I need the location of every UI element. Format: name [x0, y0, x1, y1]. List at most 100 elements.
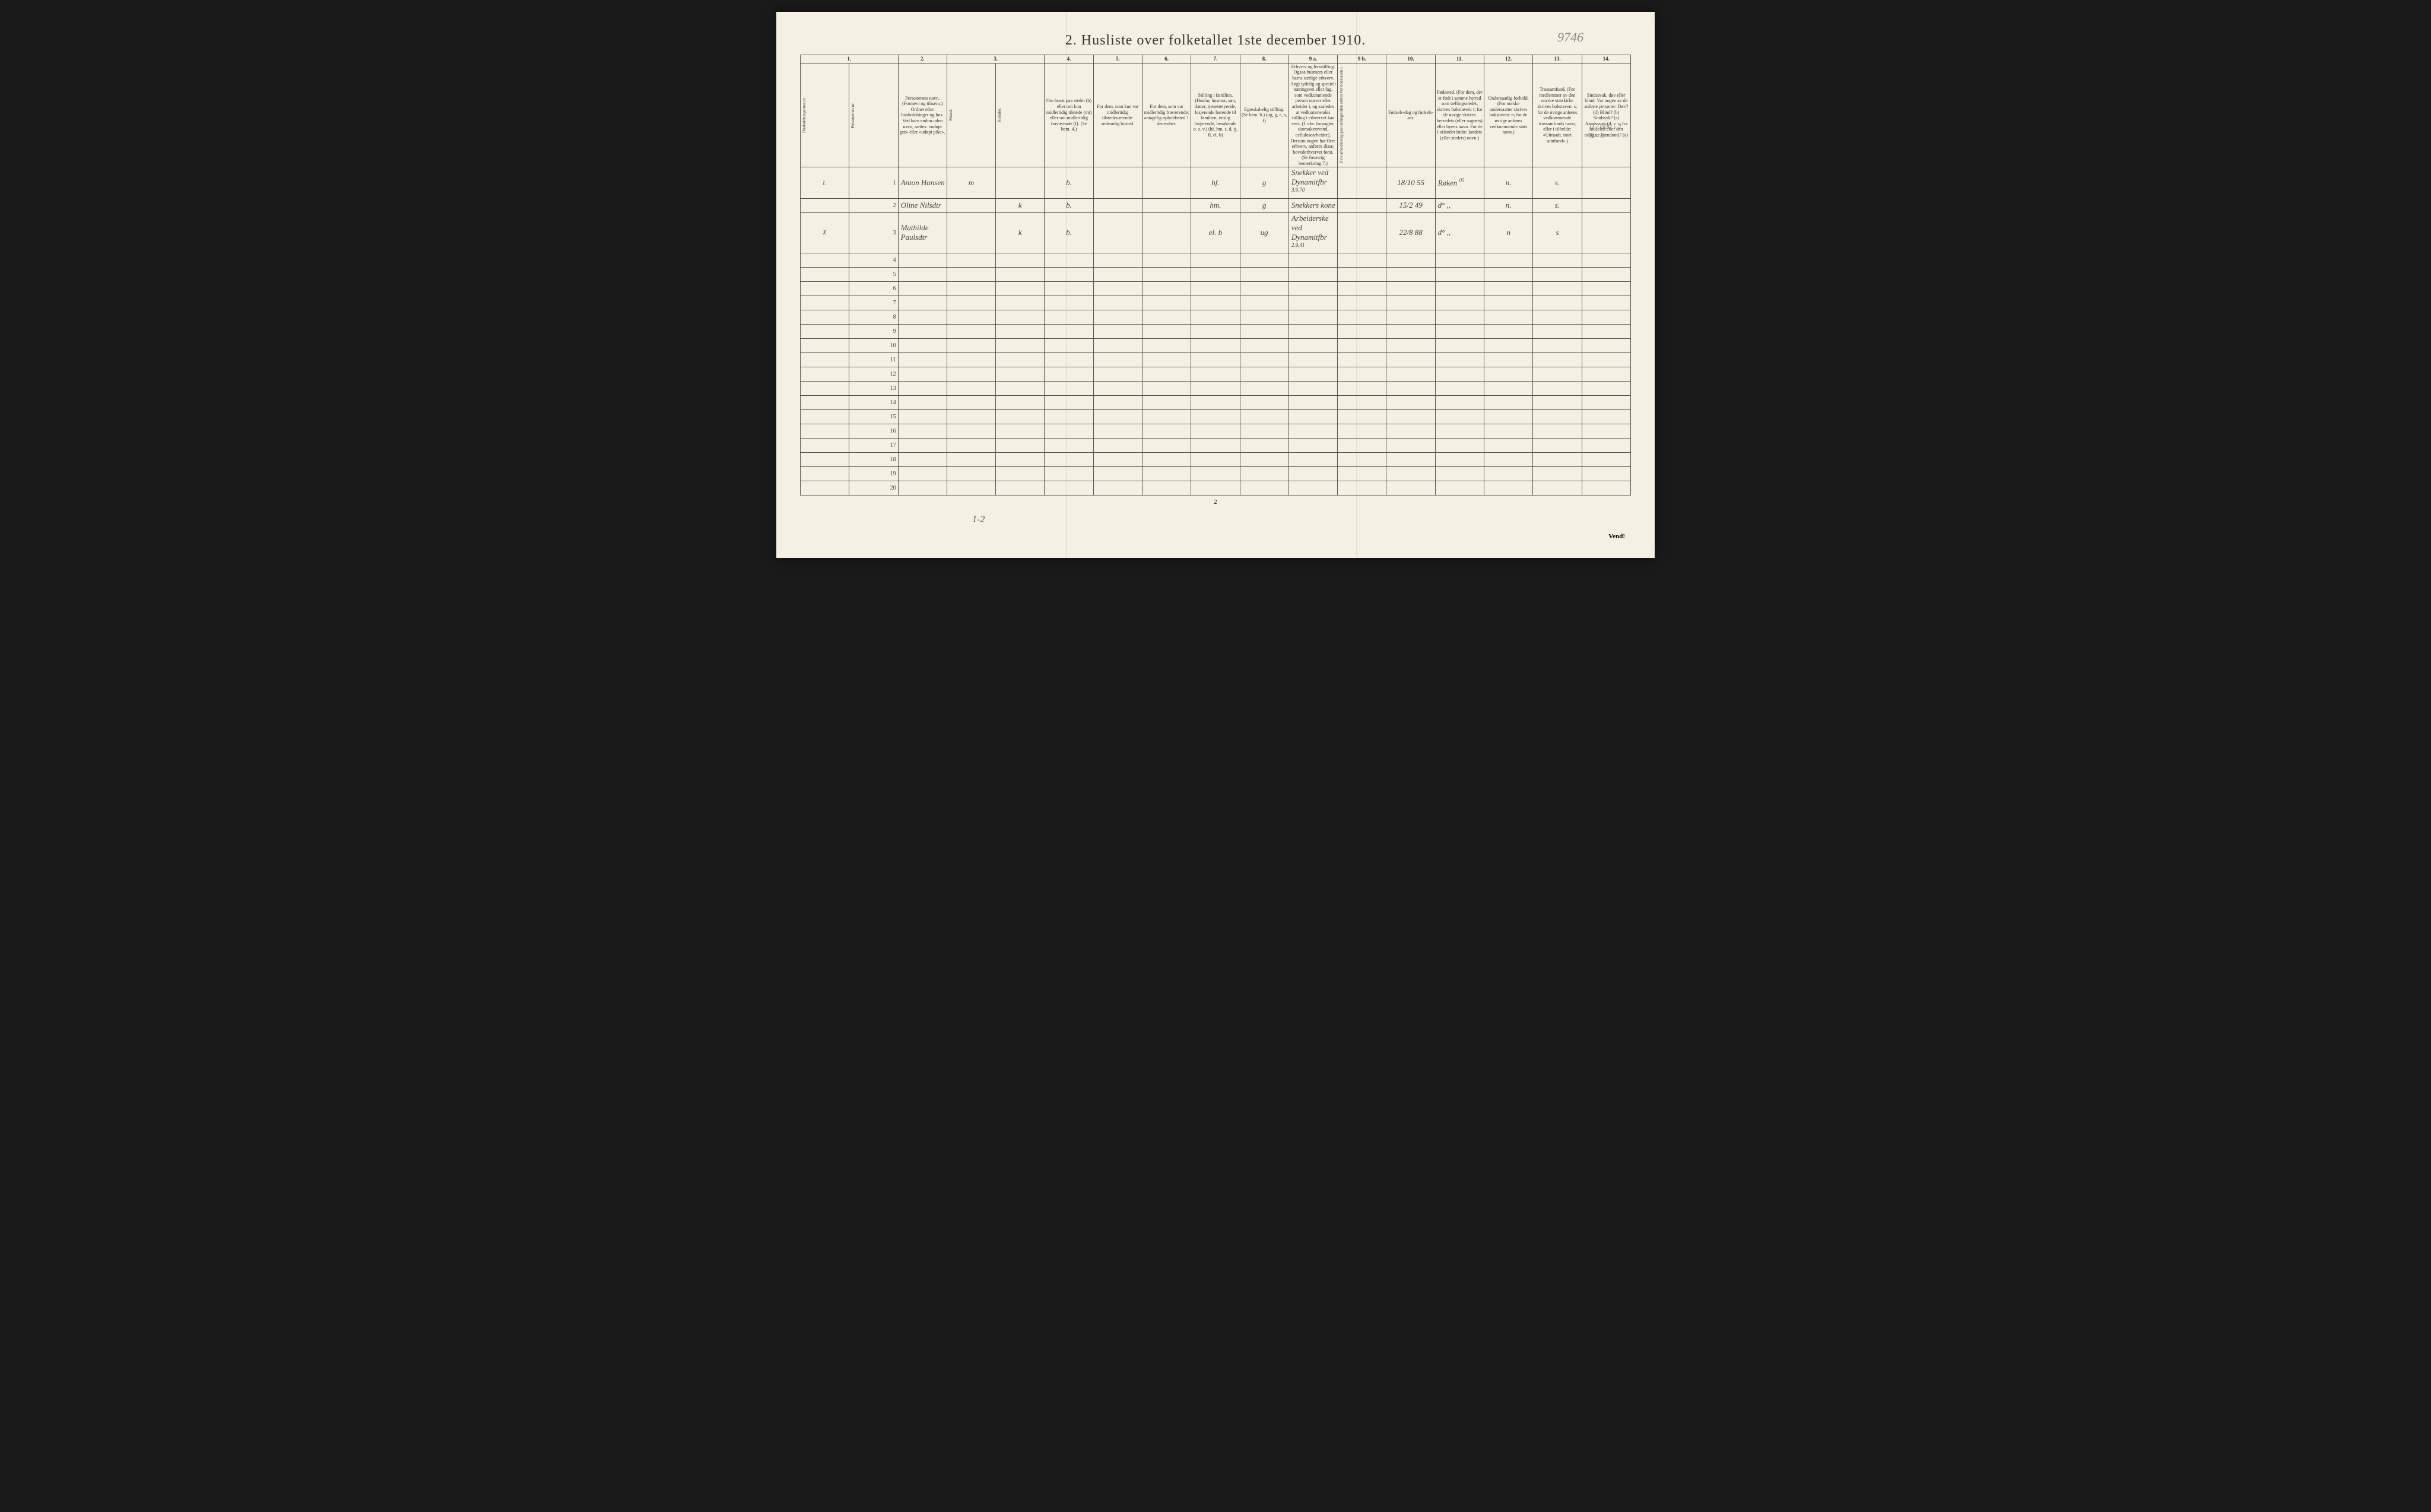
empty-cell [1533, 353, 1582, 367]
empty-cell [1582, 282, 1631, 296]
empty-cell [1045, 268, 1093, 282]
empty-cell [1386, 396, 1435, 410]
cell-sex-k [996, 167, 1045, 198]
cell-9a: Snekkers kone [1289, 198, 1337, 212]
empty-cell [1533, 253, 1582, 268]
empty-cell [1142, 410, 1191, 424]
empty-cell [1191, 396, 1240, 410]
cell-name: Anton Hansen [898, 167, 947, 198]
table-row: 16 [801, 424, 1631, 439]
empty-cell [1093, 353, 1142, 367]
table-row: 20 [801, 481, 1631, 495]
empty-cell [1240, 325, 1289, 339]
empty-cell [1533, 382, 1582, 396]
empty-cell [947, 253, 995, 268]
empty-cell [1045, 367, 1093, 382]
empty-cell [1533, 424, 1582, 439]
empty-cell [1191, 253, 1240, 268]
empty-cell [1093, 296, 1142, 310]
table-row: 14 [801, 396, 1631, 410]
empty-cell [1240, 268, 1289, 282]
vend-label: Vend! [1608, 533, 1625, 540]
cell-pnr: 13 [849, 382, 898, 396]
empty-cell [1289, 410, 1337, 424]
empty-cell [1191, 296, 1240, 310]
empty-cell [1045, 325, 1093, 339]
empty-cell [1191, 325, 1240, 339]
empty-cell [996, 424, 1045, 439]
empty-cell [898, 310, 947, 325]
empty-cell [898, 396, 947, 410]
empty-cell [1289, 282, 1337, 296]
empty-cell [1191, 310, 1240, 325]
empty-cell [1240, 424, 1289, 439]
empty-cell [1240, 339, 1289, 353]
empty-cell [1045, 353, 1093, 367]
empty-cell [1484, 325, 1532, 339]
colnum: 4. [1045, 55, 1093, 63]
empty-cell [1386, 367, 1435, 382]
empty-cell [1093, 325, 1142, 339]
empty-cell [947, 467, 995, 481]
empty-cell [1289, 268, 1337, 282]
hdr-undersaat: Undersaatlig forhold. (For norske unders… [1484, 63, 1532, 167]
empty-cell [1582, 268, 1631, 282]
empty-cell [1435, 481, 1484, 495]
empty-cell [996, 367, 1045, 382]
empty-cell [996, 382, 1045, 396]
empty-cell [996, 396, 1045, 410]
cell-pnr: 20 [849, 481, 898, 495]
empty-cell [1289, 481, 1337, 495]
cell-sex-m [947, 198, 995, 212]
empty-cell [898, 424, 947, 439]
empty-cell [1142, 396, 1191, 410]
empty-cell [1045, 382, 1093, 396]
cell-10: 22/8 88 [1386, 212, 1435, 253]
empty-cell [1191, 282, 1240, 296]
page-number: 2 [776, 499, 1655, 506]
empty-cell [996, 310, 1045, 325]
colnum: 5. [1093, 55, 1142, 63]
cell-hnr [801, 367, 849, 382]
empty-cell [1386, 310, 1435, 325]
empty-cell [1289, 325, 1337, 339]
empty-cell [1289, 367, 1337, 382]
cell-name: Oline Nilsdtr [898, 198, 947, 212]
cell-pnr: 17 [849, 439, 898, 453]
empty-cell [1093, 382, 1142, 396]
cell-pnr: 15 [849, 410, 898, 424]
cell-14 [1582, 212, 1631, 253]
empty-cell [1338, 339, 1386, 353]
empty-cell [1435, 453, 1484, 467]
hdr-person-nr: Personernes nr. [849, 63, 898, 167]
empty-cell [1093, 339, 1142, 353]
empty-cell [1338, 481, 1386, 495]
empty-cell [1338, 367, 1386, 382]
empty-cell [898, 367, 947, 382]
empty-cell [1533, 268, 1582, 282]
empty-cell [1093, 253, 1142, 268]
cell-hnr: X [801, 212, 849, 253]
cell-hnr [801, 439, 849, 453]
empty-cell [996, 453, 1045, 467]
cell-pnr: 10 [849, 339, 898, 353]
empty-cell [947, 296, 995, 310]
empty-cell [1093, 367, 1142, 382]
empty-cell [1435, 310, 1484, 325]
empty-cell [1191, 439, 1240, 453]
empty-cell [1582, 253, 1631, 268]
empty-cell [1435, 396, 1484, 410]
cell-sex-m: m [947, 167, 995, 198]
empty-cell [996, 339, 1045, 353]
empty-cell [1191, 481, 1240, 495]
cell-pnr: 16 [849, 424, 898, 439]
cell-hnr: 1. [801, 167, 849, 198]
empty-cell [1435, 325, 1484, 339]
cell-13: s [1533, 212, 1582, 253]
empty-cell [1240, 382, 1289, 396]
empty-cell [1142, 382, 1191, 396]
empty-cell [1045, 253, 1093, 268]
empty-cell [996, 296, 1045, 310]
cell-bosat: b. [1045, 212, 1093, 253]
empty-cell [1386, 453, 1435, 467]
